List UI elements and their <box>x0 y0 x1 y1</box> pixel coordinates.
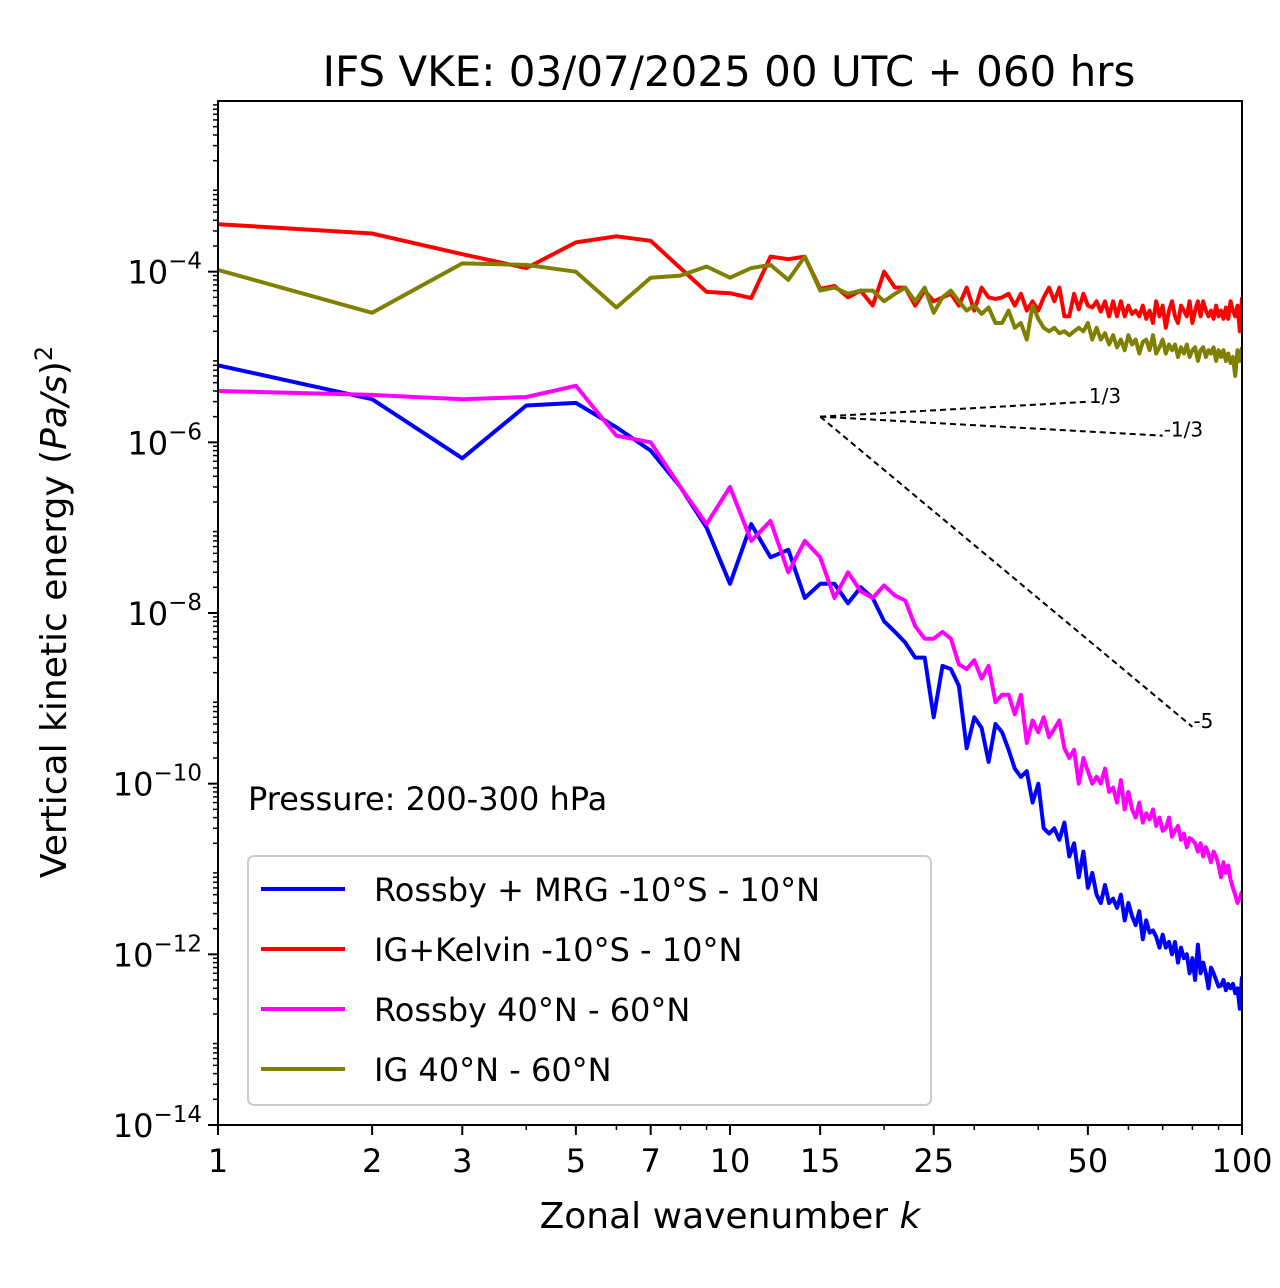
reference-slope-label-3: -5 <box>1193 709 1213 733</box>
legend: Rossby + MRG -10°S - 10°N IG+Kelvin -10°S… <box>247 855 932 1106</box>
x-tick-label: 10 <box>710 1142 751 1180</box>
x-tick-label: 5 <box>566 1142 586 1180</box>
y-tick-label: 10−10 <box>113 761 202 804</box>
y-tick-label: 10−12 <box>113 931 202 974</box>
x-tick-label: 2 <box>362 1142 382 1180</box>
pressure-annotation: Pressure: 200-300 hPa <box>248 780 607 818</box>
legend-label-4: IG 40°N - 60°N <box>374 1051 612 1089</box>
series-line-1 <box>218 363 1242 1011</box>
y-tick-label: 10−4 <box>127 249 202 292</box>
x-tick-label: 7 <box>641 1142 661 1180</box>
x-tick-label: 50 <box>1068 1142 1109 1180</box>
legend-label-2: IG+Kelvin -10°S - 10°N <box>374 931 742 969</box>
series-line-4 <box>218 254 1242 378</box>
x-tick-label: 100 <box>1211 1142 1272 1180</box>
series-lines <box>218 222 1242 1011</box>
reference-slope-label-2: -1/3 <box>1164 418 1203 442</box>
legend-label-1: Rossby + MRG -10°S - 10°N <box>374 871 820 909</box>
y-tick-label: 10−8 <box>127 590 202 633</box>
reference-slope-line-3 <box>819 415 1194 728</box>
chart-title: IFS VKE: 03/07/2025 00 UTC + 060 hrs <box>323 47 1136 96</box>
plot-area: 1/3 -1/3 -5 1 2 3 5 7 10 15 25 50 100 10−14 10−12 10−10… <box>113 100 1273 1180</box>
y-tick-label: 10−6 <box>127 419 202 462</box>
x-axis-label: Zonal wavenumber k <box>540 1196 923 1237</box>
y-axis-label: Vertical kinetic energy (Pa/s)2 <box>30 346 75 878</box>
legend-label-3: Rossby 40°N - 60°N <box>374 991 690 1029</box>
reference-slope-line-2 <box>820 415 1163 437</box>
x-tick-label: 1 <box>208 1142 228 1180</box>
x-tick-label: 15 <box>800 1142 841 1180</box>
y-tick-label: 10−14 <box>113 1102 202 1145</box>
reference-slope-line-1 <box>820 400 1088 418</box>
reference-slope-label-1: 1/3 <box>1089 384 1121 408</box>
x-tick-label: 3 <box>452 1142 472 1180</box>
legend-box <box>247 855 932 1106</box>
x-tick-label: 25 <box>913 1142 954 1180</box>
series-line-3 <box>218 383 1242 905</box>
